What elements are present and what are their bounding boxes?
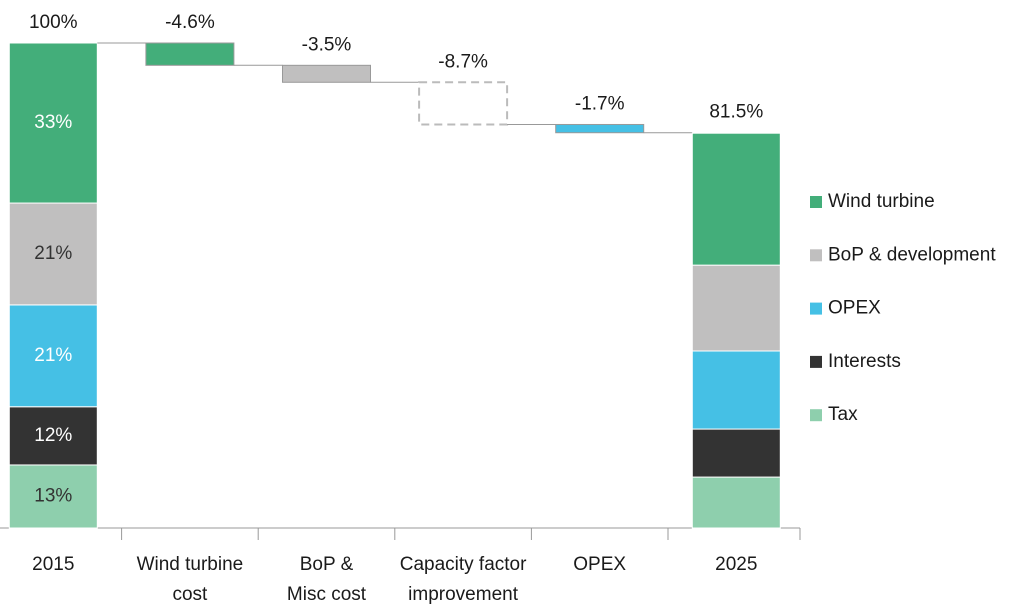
step-bar [555, 123, 645, 134]
total-label: 100% [29, 12, 78, 33]
legend-swatch [810, 302, 822, 315]
segment-label: 12% [34, 425, 72, 446]
bar-segment [691, 264, 781, 352]
step-label: -3.5% [302, 34, 352, 55]
bar-segment [691, 132, 781, 266]
x-tick-label: Wind turbine cost [137, 554, 244, 605]
legend-label: Interests [828, 351, 901, 372]
x-tick-label: Capacity factor improvement [400, 554, 527, 605]
total-label: 81.5% [709, 102, 763, 123]
legend-swatch [810, 355, 822, 368]
legend-label: OPEX [828, 298, 881, 319]
legend-swatch [810, 196, 822, 208]
legend-swatch [810, 249, 822, 262]
step-label: -4.6% [165, 12, 215, 33]
bar-segment [691, 350, 781, 430]
x-tick-label: BoP & Misc cost [287, 554, 367, 605]
x-tick-label: OPEX [573, 554, 626, 575]
x-tick-label: 2025 [715, 554, 757, 575]
bar-segment [8, 202, 98, 306]
bar-segment [8, 304, 98, 408]
step-bar [282, 64, 371, 83]
bar-segment [691, 476, 781, 529]
segment-label: 21% [34, 345, 72, 366]
segment-label: 13% [34, 485, 72, 506]
legend-swatch [810, 409, 822, 422]
step-bar [145, 42, 235, 66]
step-label: -1.7% [575, 93, 625, 114]
step-label: -8.7% [438, 51, 488, 72]
legend-label: Wind turbine [828, 191, 935, 212]
bar-segment [8, 42, 98, 204]
bar-segment [8, 464, 98, 529]
bar-segment [691, 428, 781, 478]
bar-segment [8, 406, 98, 466]
segment-label: 21% [34, 243, 72, 264]
legend-label: Tax [828, 404, 858, 425]
segment-label: 33% [34, 112, 72, 133]
legend-label: BoP & development [828, 244, 996, 265]
x-tick-label: 2015 [32, 554, 74, 575]
step-bar [418, 81, 509, 126]
